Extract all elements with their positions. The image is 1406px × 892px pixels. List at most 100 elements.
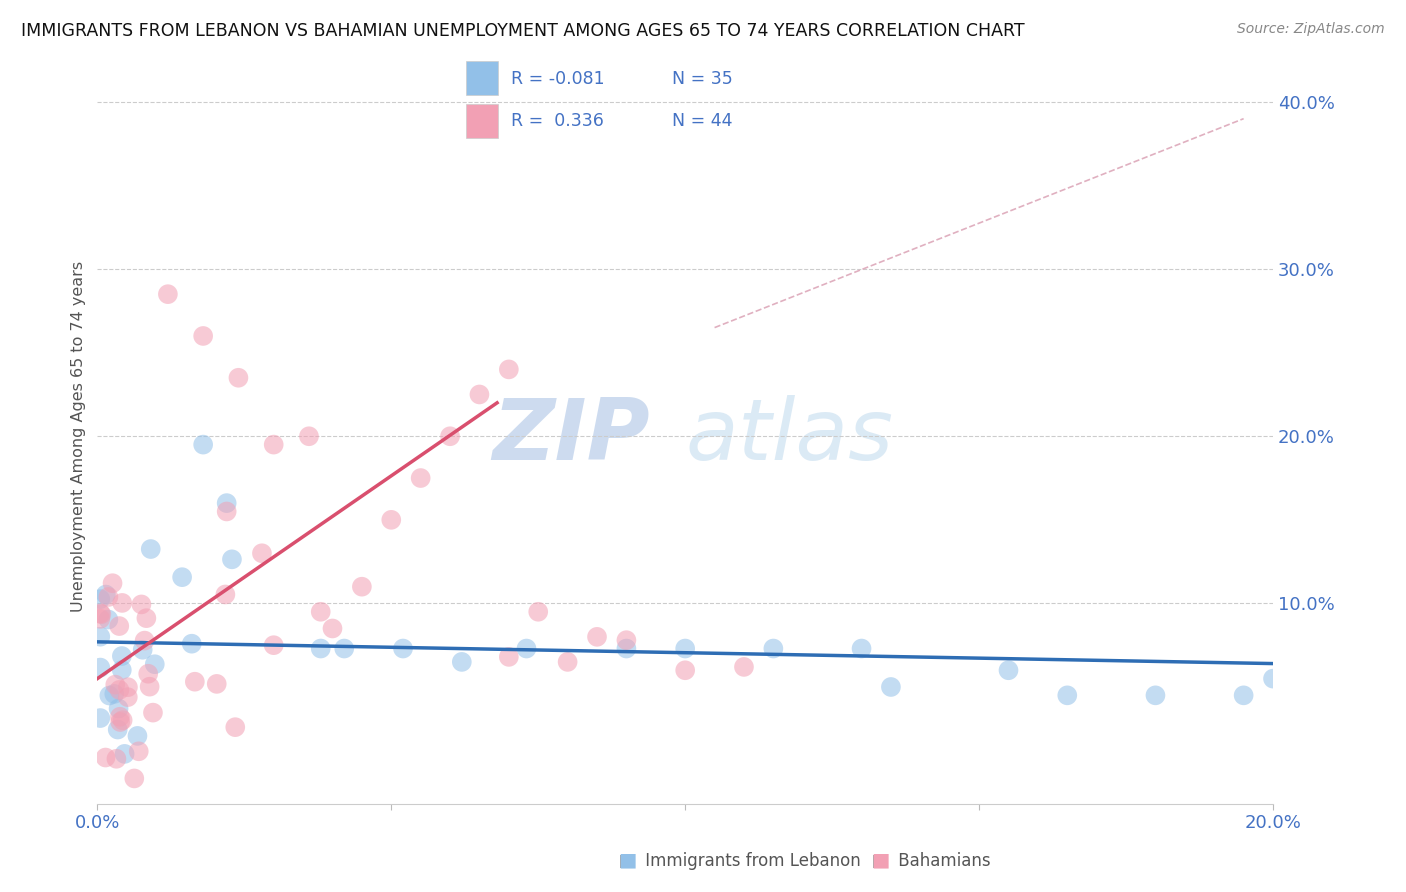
Text: R =  0.336: R = 0.336 (510, 112, 603, 130)
Point (1056, 689, 1078, 703)
Point (214, 587, 236, 601)
Point (586, 630, 609, 644)
Point (111, 663, 134, 677)
Point (131, 598, 153, 612)
Point (309, 641, 332, 656)
Point (298, 429, 321, 443)
Point (104, 678, 127, 692)
Text: ■  Immigrants from Lebanon: ■ Immigrants from Lebanon (619, 852, 860, 870)
Point (616, 633, 638, 648)
Text: IMMIGRANTS FROM LEBANON VS BAHAMIAN UNEMPLOYMENT AMONG AGES 65 TO 74 YEARS CORRE: IMMIGRANTS FROM LEBANON VS BAHAMIAN UNEM… (21, 22, 1025, 40)
Text: ■: ■ (872, 851, 890, 870)
Point (135, 611, 157, 625)
Point (224, 720, 246, 734)
Point (498, 362, 520, 376)
Text: atlas: atlas (685, 395, 893, 478)
Text: Source: ZipAtlas.com: Source: ZipAtlas.com (1237, 22, 1385, 37)
Point (851, 641, 873, 656)
Point (228, 370, 250, 384)
Point (191, 329, 214, 343)
Point (103, 687, 125, 701)
Point (221, 552, 243, 566)
Point (762, 641, 785, 656)
Point (98, 689, 121, 703)
Point (89, 607, 111, 621)
Point (97, 590, 120, 604)
Point (172, 570, 194, 584)
Point (117, 680, 139, 694)
Point (111, 713, 134, 727)
Point (89, 612, 111, 626)
Point (392, 641, 415, 656)
Point (143, 657, 166, 672)
Point (333, 641, 356, 656)
Point (673, 663, 696, 677)
Point (439, 429, 461, 443)
Point (673, 641, 696, 656)
Point (409, 471, 432, 485)
Point (117, 690, 139, 705)
Point (309, 605, 332, 619)
Text: ■  Bahamians: ■ Bahamians (872, 852, 990, 870)
Point (89, 660, 111, 674)
Point (350, 580, 373, 594)
Point (111, 596, 134, 610)
Point (250, 546, 273, 560)
Point (468, 387, 491, 401)
Point (131, 642, 153, 657)
Point (108, 619, 131, 633)
Point (156, 287, 179, 301)
Point (205, 677, 228, 691)
Point (89, 711, 111, 725)
FancyBboxPatch shape (467, 61, 498, 95)
Point (450, 655, 472, 669)
Point (134, 633, 156, 648)
Text: R = -0.081: R = -0.081 (510, 70, 605, 87)
Point (136, 666, 159, 681)
Point (108, 682, 131, 697)
Point (108, 710, 131, 724)
Point (880, 680, 903, 694)
FancyBboxPatch shape (467, 104, 498, 138)
Point (127, 729, 149, 743)
Point (128, 744, 150, 758)
Text: N = 35: N = 35 (672, 70, 733, 87)
Point (138, 680, 160, 694)
Point (180, 637, 202, 651)
Point (616, 641, 638, 656)
Text: ■: ■ (619, 851, 637, 870)
Point (557, 655, 579, 669)
Point (527, 605, 550, 619)
Point (215, 496, 238, 510)
Point (184, 674, 207, 689)
Text: ZIP: ZIP (492, 395, 650, 478)
Point (94, 750, 117, 764)
Point (1233, 689, 1256, 703)
Text: N = 44: N = 44 (672, 112, 733, 130)
Point (101, 576, 124, 591)
Point (107, 701, 129, 715)
Point (142, 706, 165, 720)
Point (380, 513, 402, 527)
Y-axis label: Unemployment Among Ages 65 to 74 years: Unemployment Among Ages 65 to 74 years (72, 260, 86, 612)
Point (124, 772, 146, 786)
Point (1261, 672, 1284, 686)
Point (89, 630, 111, 644)
Point (97, 613, 120, 627)
Point (114, 747, 136, 761)
Point (263, 437, 285, 451)
Point (733, 660, 755, 674)
Point (94, 588, 117, 602)
Point (90, 607, 112, 622)
Point (191, 437, 214, 451)
Point (515, 641, 537, 656)
Point (997, 663, 1019, 677)
Point (110, 714, 132, 729)
Point (111, 648, 134, 663)
Point (321, 622, 343, 636)
Point (107, 723, 129, 737)
Point (263, 638, 285, 652)
Point (139, 542, 162, 557)
Point (1144, 689, 1167, 703)
Point (215, 504, 238, 518)
